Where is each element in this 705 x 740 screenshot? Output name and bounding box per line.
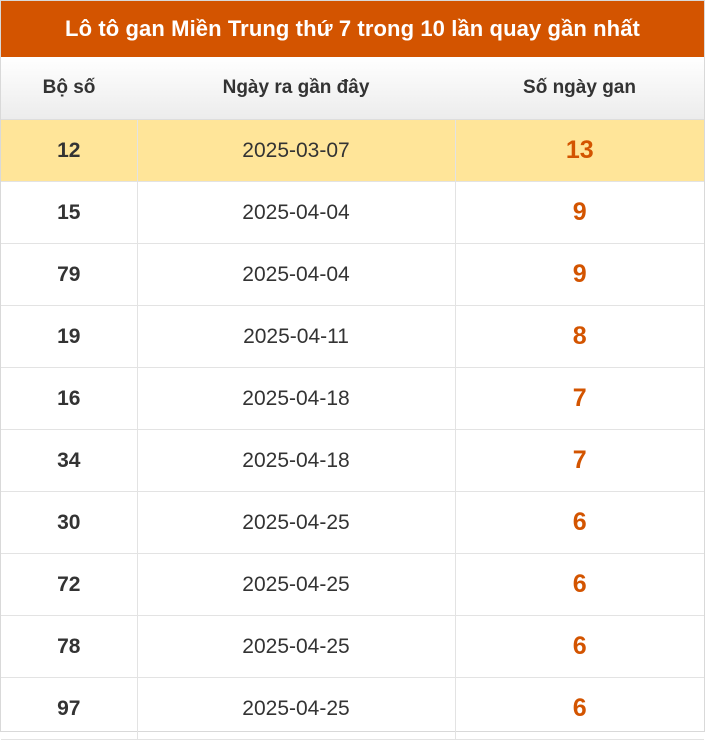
- row-days: 7: [455, 429, 704, 492]
- row-number: 12: [1, 119, 138, 182]
- table-row: 16 2025-04-18 7: [1, 367, 704, 430]
- row-date: 2025-04-18: [137, 367, 456, 430]
- table-row: 30 2025-04-25 6: [1, 491, 704, 554]
- table-row: 15 2025-04-04 9: [1, 181, 704, 244]
- row-date: 2025-04-18: [137, 429, 456, 492]
- row-days: 6: [455, 553, 704, 616]
- row-date: 2025-04-11: [137, 305, 456, 368]
- table-row: 34 2025-04-18 7: [1, 429, 704, 492]
- table-row: 19 2025-04-11 8: [1, 305, 704, 368]
- row-number: 97: [1, 677, 138, 740]
- row-date: 2025-04-04: [137, 181, 456, 244]
- column-header-number: Bộ số: [1, 57, 137, 120]
- table-row: 78 2025-04-25 6: [1, 615, 704, 678]
- row-number: 79: [1, 243, 138, 306]
- row-date: 2025-04-25: [137, 677, 456, 740]
- row-days: 8: [455, 305, 704, 368]
- column-header-days: Số ngày gan: [455, 57, 704, 120]
- row-date: 2025-04-25: [137, 553, 456, 616]
- row-number: 19: [1, 305, 138, 368]
- row-days: 6: [455, 677, 704, 740]
- row-number: 15: [1, 181, 138, 244]
- row-days: 6: [455, 615, 704, 678]
- row-number: 34: [1, 429, 138, 492]
- row-number: 72: [1, 553, 138, 616]
- row-date: 2025-03-07: [137, 119, 456, 182]
- row-days: 6: [455, 491, 704, 554]
- page-title: Lô tô gan Miền Trung thứ 7 trong 10 lần …: [1, 1, 704, 57]
- row-date: 2025-04-04: [137, 243, 456, 306]
- column-header-date: Ngày ra gần đây: [137, 57, 455, 120]
- row-days: 13: [455, 119, 704, 182]
- table-header-row: Bộ số Ngày ra gần đây Số ngày gan: [1, 57, 704, 120]
- row-number: 30: [1, 491, 138, 554]
- lo-gan-table: Bộ số Ngày ra gần đây Số ngày gan 12 202…: [1, 57, 704, 740]
- row-date: 2025-04-25: [137, 615, 456, 678]
- row-date: 2025-04-25: [137, 491, 456, 554]
- row-days: 9: [455, 243, 704, 306]
- row-number: 16: [1, 367, 138, 430]
- table-row: 72 2025-04-25 6: [1, 553, 704, 616]
- table-row: 79 2025-04-04 9: [1, 243, 704, 306]
- table-row: 12 2025-03-07 13: [1, 119, 704, 182]
- row-number: 78: [1, 615, 138, 678]
- row-days: 7: [455, 367, 704, 430]
- row-days: 9: [455, 181, 704, 244]
- table-row: 97 2025-04-25 6: [1, 677, 704, 740]
